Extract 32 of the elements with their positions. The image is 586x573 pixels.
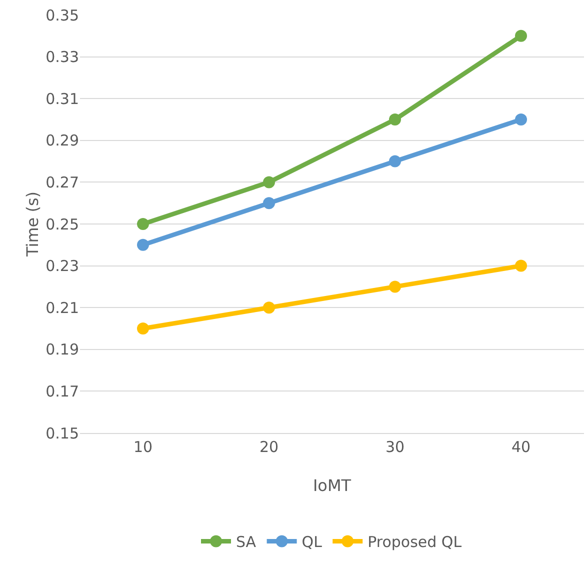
- legend-label: SA: [236, 533, 257, 552]
- point: [389, 114, 401, 126]
- y-tick-label: 0.33: [46, 48, 79, 66]
- x-tick-label: 20: [259, 438, 279, 456]
- point: [389, 155, 401, 168]
- x-tick-label: 30: [385, 438, 405, 456]
- x-tick-label: 10: [133, 438, 153, 456]
- y-tick-label: 0.23: [46, 257, 79, 276]
- y-tick-label: 0.17: [46, 382, 79, 400]
- y-tick-label: 0.29: [46, 132, 79, 150]
- x-tick-label: 40: [511, 438, 531, 456]
- point: [263, 197, 275, 210]
- legend-label: QL: [302, 533, 323, 552]
- legend-label: Proposed QL: [368, 533, 462, 552]
- point: [137, 238, 149, 251]
- y-tick-label: 0.15: [46, 424, 79, 442]
- y-tick-label: 0.27: [46, 173, 79, 192]
- y-tick-label: 0.31: [46, 90, 79, 108]
- point: [137, 218, 149, 230]
- point: [515, 30, 527, 42]
- y-tick-label: 0.19: [46, 340, 79, 359]
- y-tick-label: 0.21: [46, 298, 79, 317]
- y-axis-title: Time (s): [23, 191, 42, 258]
- y-tick-label: 0.35: [46, 6, 79, 24]
- point: [515, 260, 527, 272]
- point: [389, 280, 401, 293]
- x-axis-title: IoMT: [312, 476, 352, 495]
- point: [515, 114, 527, 126]
- point: [263, 176, 275, 188]
- point: [137, 322, 149, 334]
- point: [263, 302, 275, 314]
- y-tick-label: 0.25: [46, 215, 79, 234]
